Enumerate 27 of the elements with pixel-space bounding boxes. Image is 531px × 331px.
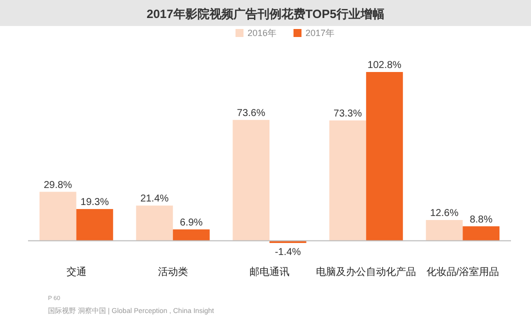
data-label: 29.8%: [44, 180, 72, 191]
x-tick-label: 电脑及办公自动化产品: [316, 266, 416, 278]
data-label: -1.4%: [274, 247, 302, 258]
data-label: 102.8%: [368, 60, 402, 71]
bar: [462, 226, 500, 241]
bar: [232, 120, 270, 241]
data-label: 8.8%: [470, 214, 493, 226]
data-label: 73.3%: [334, 108, 362, 120]
bar: [76, 209, 114, 241]
legend-label: 2017年: [306, 28, 335, 38]
bar: [40, 192, 76, 241]
bar: [329, 120, 366, 241]
data-label: 19.3%: [80, 197, 109, 208]
data-label: 21.4%: [140, 194, 169, 205]
bar: [136, 206, 173, 241]
x-tick-label: 化妆品/浴室用品: [426, 266, 500, 278]
bar: [172, 229, 210, 241]
bar: [366, 72, 403, 241]
legend-label: 2016年: [248, 28, 277, 38]
data-label: 73.6%: [236, 108, 266, 119]
chart-title: 2017年影院视频广告刊例花费TOP5行业增幅: [146, 7, 384, 21]
data-label: 12.6%: [430, 208, 459, 220]
data-label: 6.9%: [180, 217, 203, 228]
bar: [426, 220, 463, 241]
x-tick-label: 交通: [66, 266, 86, 278]
x-tick-label: 活动类: [158, 266, 188, 278]
x-tick-label: 邮电通讯: [250, 266, 290, 278]
